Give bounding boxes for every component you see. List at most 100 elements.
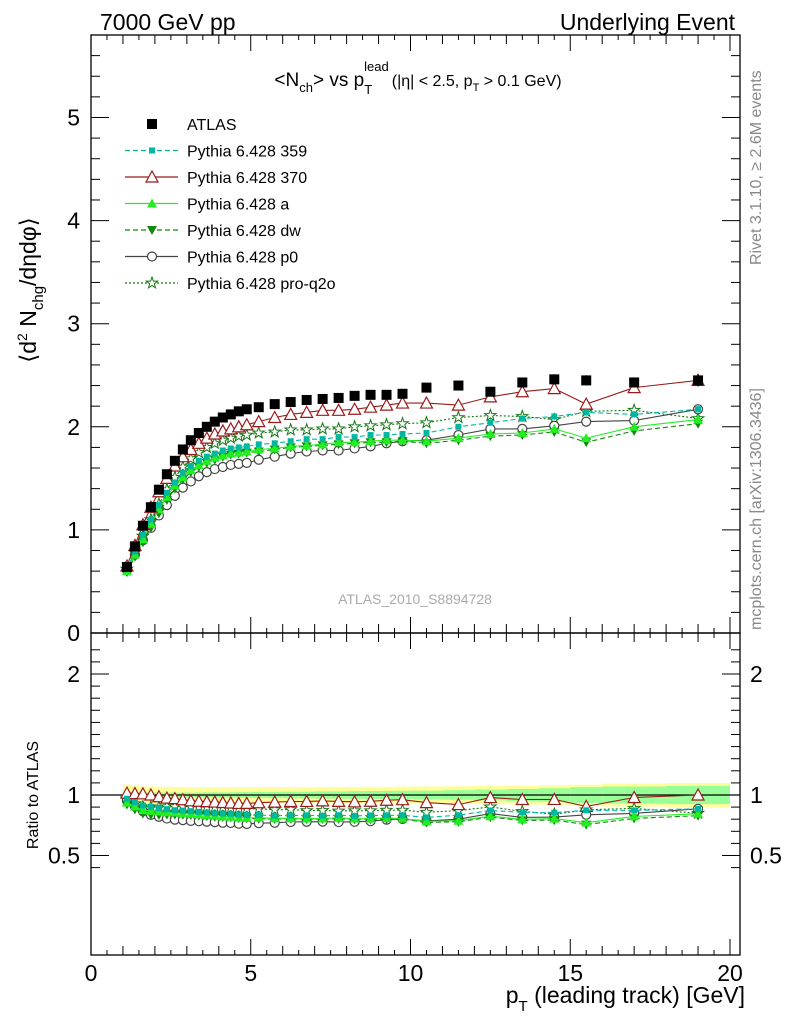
ratio-series-line xyxy=(126,802,699,824)
ratio-point xyxy=(135,786,150,800)
main-ylabel: ⟨d2 Nchg/dηdφ⟩ xyxy=(14,217,47,362)
ratio-point xyxy=(423,814,430,821)
data-point xyxy=(331,403,346,416)
data-point xyxy=(381,389,392,400)
data-point xyxy=(283,422,298,436)
data-point xyxy=(239,427,254,442)
data-point xyxy=(315,403,330,416)
data-point xyxy=(251,414,266,428)
data-point xyxy=(347,419,362,433)
ratio-point xyxy=(159,790,174,804)
data-point xyxy=(519,415,526,422)
legend-marker xyxy=(144,275,160,290)
data-point xyxy=(451,397,466,411)
analysis-watermark: ATLAS_2010_S8894728 xyxy=(338,591,492,607)
data-point xyxy=(161,491,172,501)
data-point xyxy=(399,431,406,438)
data-point xyxy=(253,402,264,413)
ratio-point xyxy=(455,812,462,819)
legend-marker xyxy=(147,119,157,129)
ratio-point xyxy=(347,794,362,808)
ratio-point xyxy=(283,794,298,808)
data-point xyxy=(383,432,390,439)
main-series-marks xyxy=(119,373,706,578)
ratio-point xyxy=(223,795,238,809)
data-point xyxy=(349,437,360,447)
ratio-point xyxy=(303,812,310,819)
ratio-point xyxy=(151,789,166,803)
data-point xyxy=(693,414,704,424)
ratio-point xyxy=(123,795,130,802)
ratio-point xyxy=(379,792,394,806)
data-point xyxy=(333,437,344,447)
data-point xyxy=(137,520,148,531)
legend-label: ATLAS xyxy=(187,117,237,134)
series-line xyxy=(126,423,699,573)
data-point xyxy=(283,407,298,421)
data-point xyxy=(137,534,148,544)
ratio-point xyxy=(335,812,342,819)
ratio-point xyxy=(421,816,432,826)
x-tick-label: 10 xyxy=(398,960,424,986)
data-point xyxy=(129,541,140,552)
ratio-point xyxy=(483,790,498,804)
legend-entry: Pythia 6.428 a xyxy=(125,197,289,214)
data-point xyxy=(303,436,310,443)
x-tick-label: 5 xyxy=(244,960,257,986)
ratio-point xyxy=(519,809,526,816)
ratio-point xyxy=(239,796,254,809)
ratio-point xyxy=(191,793,206,807)
data-point xyxy=(285,441,296,451)
data-point xyxy=(483,407,498,422)
ratio-point xyxy=(195,808,202,815)
ratio-point xyxy=(145,805,156,815)
data-point xyxy=(147,516,154,523)
ratio-point xyxy=(199,794,214,808)
ratio-y-tick-label: 2 xyxy=(67,661,80,687)
data-point xyxy=(695,406,702,413)
legend-marker xyxy=(147,226,157,235)
ratio-point xyxy=(485,811,496,821)
data-point xyxy=(367,432,374,439)
ratio-point xyxy=(451,797,466,811)
y-tick-label: 5 xyxy=(67,104,80,130)
svg-text:pT (leading track) [GeV]: pT (leading track) [GeV] xyxy=(506,982,745,1015)
ratio-point xyxy=(629,811,640,821)
data-point xyxy=(217,412,228,423)
data-point xyxy=(631,411,638,418)
y-tick-label: 0 xyxy=(67,620,80,646)
legend-label: Pythia 6.428 dw xyxy=(187,223,301,240)
legend-entry: Pythia 6.428 dw xyxy=(125,223,301,240)
ratio-point xyxy=(255,811,262,818)
series-line xyxy=(126,408,699,570)
header-left: 7000 GeV pp xyxy=(100,9,236,35)
data-point xyxy=(349,390,360,401)
data-point xyxy=(155,502,162,509)
x-tick-label: 20 xyxy=(717,960,743,986)
ratio-point xyxy=(517,814,528,824)
ratio-point xyxy=(315,793,330,807)
ratio-point xyxy=(171,807,178,814)
data-point xyxy=(251,425,266,440)
data-point xyxy=(549,374,560,385)
series-pythia-6-428-359 xyxy=(123,405,702,573)
data-point xyxy=(629,377,640,388)
data-point xyxy=(227,445,234,452)
data-point xyxy=(287,438,294,445)
mcplots-label: mcplots.cern.ch [arXiv:1306.3436] xyxy=(748,388,765,630)
ratio-point xyxy=(515,792,530,806)
data-point xyxy=(579,396,594,410)
data-point xyxy=(331,421,346,435)
data-point xyxy=(581,375,592,386)
data-point xyxy=(317,439,328,449)
data-point xyxy=(185,476,196,487)
y-tick-label: 1 xyxy=(67,517,80,543)
data-point xyxy=(267,424,282,439)
ratio-point xyxy=(235,811,242,818)
series-line xyxy=(126,419,699,572)
y-tick-label: 3 xyxy=(67,311,80,337)
ratio-point xyxy=(287,812,294,819)
data-point xyxy=(453,433,464,443)
data-point xyxy=(161,469,172,480)
data-point xyxy=(177,472,188,482)
